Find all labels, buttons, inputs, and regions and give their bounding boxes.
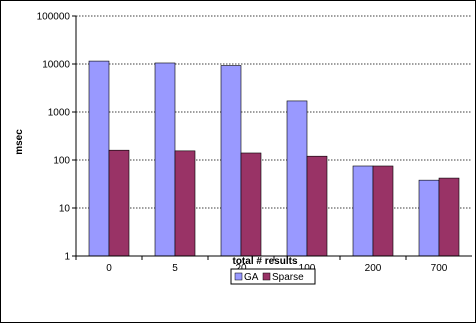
y-tick-label: 10 xyxy=(59,204,71,215)
bar-sparse-700 xyxy=(438,177,460,257)
legend-swatch-sparse xyxy=(262,272,271,281)
legend: GA Sparse xyxy=(230,268,316,285)
y-tick-label: 10000 xyxy=(42,60,70,71)
y-tick-label: 1 xyxy=(64,252,70,263)
legend-swatch-ga xyxy=(234,272,243,281)
bar-sparse-5 xyxy=(174,150,196,257)
axes xyxy=(72,15,472,260)
bar-ga-5 xyxy=(154,62,176,257)
legend-label-ga: GA xyxy=(244,272,259,283)
bar-ga-0 xyxy=(88,60,110,257)
y-tick-label: 100000 xyxy=(37,12,71,23)
y-axis-title: msec xyxy=(14,129,25,155)
bars xyxy=(88,60,460,257)
bar-sparse-200 xyxy=(372,165,394,257)
bar-ga-700 xyxy=(418,179,440,257)
x-tick-label: 200 xyxy=(365,263,382,274)
x-tick-label: 5 xyxy=(172,263,178,274)
legend-box xyxy=(230,268,316,285)
bar-ga-100 xyxy=(286,100,308,257)
y-tick-label: 1000 xyxy=(48,108,71,119)
bar-sparse-100 xyxy=(306,155,328,257)
bar-ga-200 xyxy=(352,165,374,257)
y-tick-label: 100 xyxy=(53,156,70,167)
bar-sparse-0 xyxy=(108,149,130,257)
legend-label-sparse: Sparse xyxy=(272,272,304,283)
bar-sparse-20 xyxy=(240,152,262,257)
gridlines xyxy=(76,15,472,209)
x-tick-label: 0 xyxy=(106,263,112,274)
bar-ga-20 xyxy=(220,65,242,257)
x-axis-title: total # results xyxy=(232,256,297,267)
x-tick-label: 700 xyxy=(431,263,448,274)
